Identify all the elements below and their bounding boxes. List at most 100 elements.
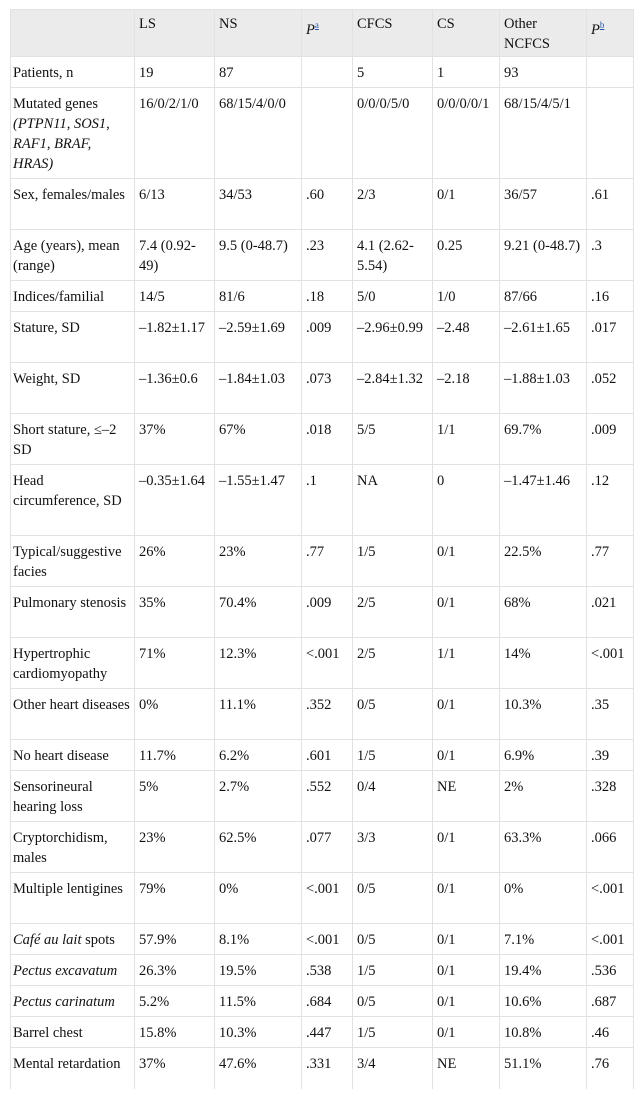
cell-ls: 23% [134,821,215,873]
row-label-text: Typical/suggestive facies [13,544,122,580]
row-label-text: Pulmonary stenosis [13,595,127,611]
cell-ls: 57.9% [134,923,215,955]
row-label: Café au lait spots [10,923,135,955]
table-row: Head circumference, SD –0.35±1.64 –1.55±1.… [10,464,634,536]
cell-other-ncfcs: 0% [499,872,587,924]
cell-other-ncfcs: 10.8% [499,1016,587,1048]
cell-ls: 5% [134,770,215,822]
table-row: Hypertrophic cardiomyopathy 71% 12.3% <.001… [10,637,634,689]
cell-ns: –2.59±1.69 [214,311,302,363]
cell-p-b: .77 [586,535,634,587]
cell-ns: 67% [214,413,302,465]
cell-p-b: .017 [586,311,634,363]
cell-other-ncfcs: 9.21 (0-48.7) [499,229,587,281]
table-row: Age (years), mean (range) 7.4 (0.92-49) 9.… [10,229,634,281]
cell-ns: 19.5% [214,954,302,986]
cell-ls: 7.4 (0.92-49) [134,229,215,281]
row-label-text: Sensorineural hearing loss [13,779,93,815]
cell-cs: 0 [432,464,500,536]
table-row: Pectus carinatum 5.2% 11.5% .684 0/5 0/1 10.6%… [10,985,634,1017]
header-p-b-label: P [591,21,600,38]
table-row: Weight, SD –1.36±0.6 –1.84±1.03.073 –2.84±1… [10,362,634,414]
cell-ns: –1.84±1.03 [214,362,302,414]
cell-other-ncfcs: 36/57 [499,178,587,230]
row-label: Barrel chest [10,1016,135,1048]
table-row: Cryptorchidism, males 23% 62.5% .077 3/3 0/1 6… [10,821,634,873]
table-row: Stature, SD –1.82±1.17 –2.59±1.69.009 –2.96… [10,311,634,363]
cell-cs: –2.18 [432,362,500,414]
row-label-italic: (PTPN11, SOS1, RAF1, BRAF, HRAS) [13,116,110,172]
cell-p-a: .23 [301,229,353,281]
cell-cfcs: 3/3 [352,821,433,873]
row-label-italic: Pectus excavatum [13,963,118,979]
footnote-b-link[interactable]: b [599,20,605,30]
cell-p-a: .009 [301,311,353,363]
row-label-text: Head circumference, SD [13,473,122,509]
header-ls: LS [134,9,215,57]
cell-ns: 68/15/4/0/0 [214,87,302,179]
table-row: Mental retardation 37% 47.6% .331 3/4 NE 51.1%… [10,1047,634,1089]
cell-ns: 12.3% [214,637,302,689]
row-label-text: Patients, n [13,65,74,81]
cell-other-ncfcs: 14% [499,637,587,689]
cell-other-ncfcs: 7.1% [499,923,587,955]
cell-other-ncfcs: 63.3% [499,821,587,873]
cell-other-ncfcs: –2.61±1.65 [499,311,587,363]
row-label: Pulmonary stenosis [10,586,135,638]
row-label-text: Age (years), mean (range) [13,238,120,274]
row-label: Short stature, ≤–2 SD [10,413,135,465]
row-label: Mental retardation [10,1047,135,1089]
table-row: Multiple lentigines 79% 0% <.001 0/5 0/1 0% <.0… [10,872,634,924]
header-cfcs: CFCS [352,9,433,57]
cell-ls: 71% [134,637,215,689]
row-label: Head circumference, SD [10,464,135,536]
cell-cfcs: 1/5 [352,1016,433,1048]
cell-cs: 0/1 [432,688,500,740]
row-label-text: Mutated genes [13,96,98,112]
cell-cfcs: 4.1 (2.62-5.54) [352,229,433,281]
row-label: Age (years), mean (range) [10,229,135,281]
cell-p-b: .39 [586,739,634,771]
row-label-text: Weight, SD [13,371,81,387]
row-label: Sex, females/males [10,178,135,230]
cell-other-ncfcs: 10.6% [499,985,587,1017]
row-label-text: Sex, females/males [13,187,125,203]
cell-cfcs: 1/5 [352,535,433,587]
cell-cfcs: 2/3 [352,178,433,230]
footnote-a-link[interactable]: a [314,20,319,30]
cell-other-ncfcs: 2% [499,770,587,822]
cell-ns: 10.3% [214,1016,302,1048]
row-label: Mutated genes (PTPN11, SOS1, RAF1, BRAF,… [10,87,135,179]
table-row: No heart disease 11.7% 6.2% .601 1/5 0/1 6.9%.… [10,739,634,771]
cell-p-b: <.001 [586,637,634,689]
row-label: Hypertrophic cardiomyopathy [10,637,135,689]
row-label: Sensorineural hearing loss [10,770,135,822]
cell-ls: 15.8% [134,1016,215,1048]
cell-ns: –1.55±1.47 [214,464,302,536]
cell-ns: 70.4% [214,586,302,638]
row-label-italic: Café au lait [13,932,82,948]
data-table: LS NS Pa CFCS CS Other NCFCS Pb Patients… [10,9,634,1089]
cell-cfcs: NA [352,464,433,536]
row-label: Patients, n [10,56,135,88]
cell-p-b: .16 [586,280,634,312]
cell-cs: 0/1 [432,985,500,1017]
cell-cs: 0/1 [432,872,500,924]
cell-other-ncfcs: 93 [499,56,587,88]
cell-cs: 0/1 [432,954,500,986]
row-label-text: Barrel chest [13,1025,83,1041]
cell-ls: 79% [134,872,215,924]
cell-p-a: .684 [301,985,353,1017]
table-row: Typical/suggestive facies 26% 23% .77 1/5 0/1… [10,535,634,587]
cell-cs: 1/1 [432,637,500,689]
cell-cs: 0/1 [432,821,500,873]
cell-p-a: .331 [301,1047,353,1089]
row-label: Weight, SD [10,362,135,414]
cell-other-ncfcs: 6.9% [499,739,587,771]
cell-cfcs: 0/5 [352,985,433,1017]
table-row: Pectus excavatum 26.3% 19.5% .538 1/5 0/1 19.4… [10,954,634,986]
cell-ls: –1.82±1.17 [134,311,215,363]
cell-ns: 8.1% [214,923,302,955]
table-row: Sex, females/males 6/13 34/53.60 2/3 0/1 36/5… [10,178,634,230]
